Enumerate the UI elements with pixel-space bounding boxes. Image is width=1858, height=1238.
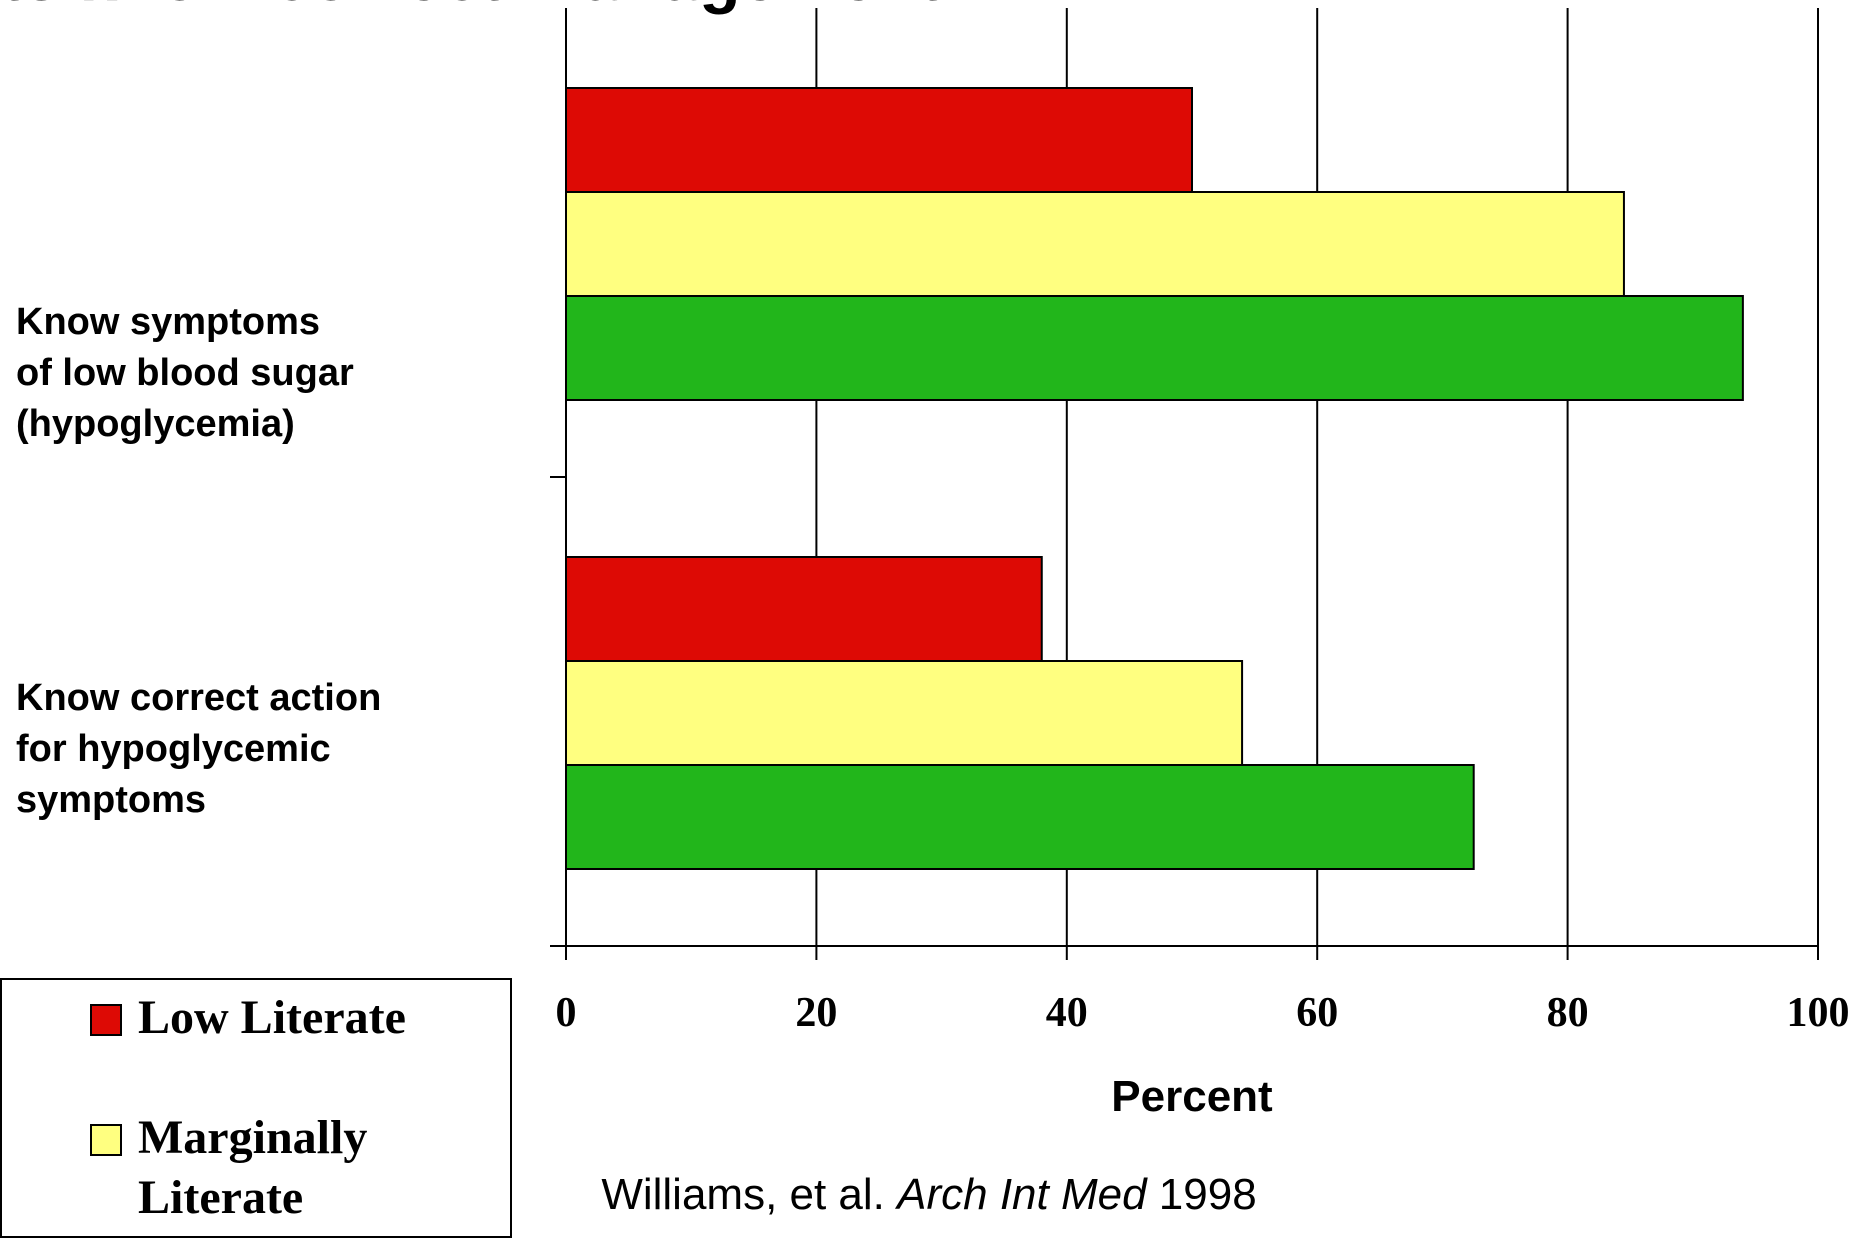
legend-item-marginally-literate: Marginally Literate: [90, 1108, 367, 1228]
x-tick-label-60: 60: [1296, 990, 1338, 1036]
source-citation: Williams, et al. Arch Int Med 1998: [0, 1170, 1858, 1220]
bar-series2-cat0: [565, 295, 1744, 401]
legend-item-low-literate: Low Literate: [90, 988, 406, 1048]
x-tick-label-100: 100: [1787, 990, 1850, 1036]
x-tick-label-20: 20: [795, 990, 837, 1036]
slide-title: ts know correct management...: [0, 0, 998, 16]
category-label-hypoglycemia-symptoms: Know symptoms of low blood sugar (hypogl…: [16, 301, 354, 445]
legend-swatch-marginally-literate: [90, 1124, 122, 1156]
source-journal: Arch Int Med: [897, 1170, 1147, 1219]
source-authors: Williams, et al.: [601, 1170, 898, 1219]
bar-series1-cat0: [565, 191, 1625, 297]
bar-series2-cat1: [565, 764, 1475, 870]
legend-swatch-low-literate: [90, 1004, 122, 1036]
legend: Low Literate Marginally Literate: [0, 978, 512, 1238]
bar-series0-cat0: [565, 87, 1193, 193]
x-tick-label-0: 0: [556, 990, 577, 1036]
bar-series1-cat1: [565, 660, 1244, 766]
x-tick-label-40: 40: [1046, 990, 1088, 1036]
category-label-correct-action: Know correct action for hypoglycemic sym…: [16, 677, 382, 821]
source-year: 1998: [1146, 1170, 1257, 1219]
bar-series0-cat1: [565, 556, 1043, 662]
legend-label-low-literate: Low Literate: [138, 991, 406, 1044]
legend-label-marginally-literate: Marginally Literate: [138, 1111, 368, 1224]
x-axis-title: Percent: [1111, 1072, 1273, 1121]
x-tick-label-80: 80: [1547, 990, 1589, 1036]
